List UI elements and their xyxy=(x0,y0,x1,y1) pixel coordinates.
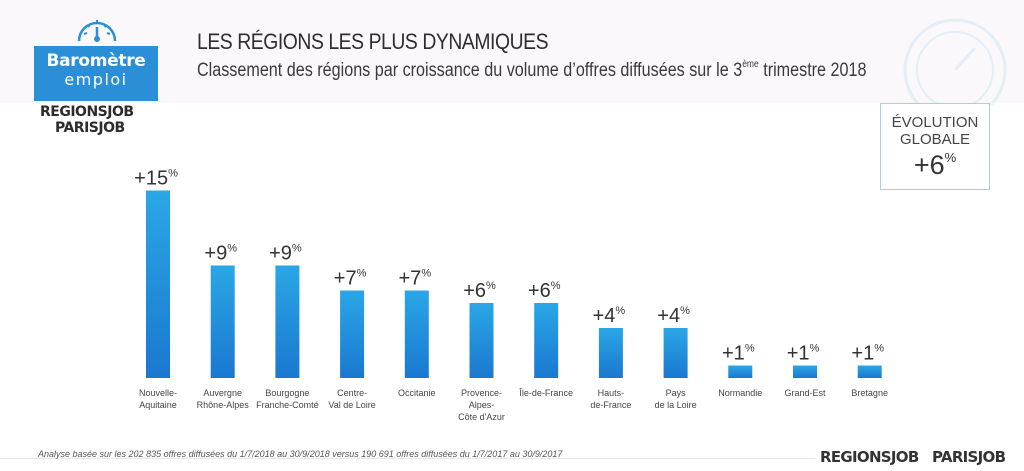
bar xyxy=(404,290,429,378)
category-label: Nouvelle-Aquitaine xyxy=(139,388,177,410)
category-label: Île-de-France xyxy=(518,388,573,398)
footer-divider xyxy=(0,458,815,459)
bar xyxy=(469,303,494,378)
bar xyxy=(728,365,753,378)
category-label: Auvergne Rhône-Alpes xyxy=(197,388,250,410)
category-label: Centre-Val de Loire xyxy=(328,388,375,410)
background-gauge-icon xyxy=(903,18,1007,105)
data-label: +7% xyxy=(334,268,367,290)
bar xyxy=(663,328,688,378)
category-label: Provence-Alpes-Côte d'Azur xyxy=(458,388,505,422)
bar xyxy=(340,290,365,378)
bar xyxy=(598,328,623,378)
logo-title: Baromètre xyxy=(46,51,146,71)
regionsjob-logo: REGIONSJOB xyxy=(40,104,134,120)
bar xyxy=(210,265,235,378)
logo-subtitle: emploi xyxy=(64,70,128,89)
data-label: +1% xyxy=(722,343,755,365)
bar-chart: +15% Nouvelle-Aquitaine +9% Auvergne Rhône-A… xyxy=(134,168,888,423)
data-label: +6% xyxy=(528,280,561,302)
bar xyxy=(534,303,559,378)
data-label: +9% xyxy=(269,243,302,265)
global-evolution-label-1: ÉVOLUTION xyxy=(891,114,979,131)
data-label: +6% xyxy=(463,280,496,302)
category-label: Hauts-de-France xyxy=(590,388,631,410)
data-label: +4% xyxy=(657,305,690,327)
data-label: +4% xyxy=(593,305,626,327)
global-evolution-box: ÉVOLUTION GLOBALE +6% xyxy=(880,103,990,190)
gauge-icon xyxy=(77,20,117,42)
bar xyxy=(793,365,817,378)
bar xyxy=(857,365,882,378)
chart-title: LES RÉGIONS LES PLUS DYNAMIQUES xyxy=(197,29,549,54)
category-label: Bretagne xyxy=(851,388,888,398)
global-evolution-label-2: GLOBALE xyxy=(899,131,971,148)
category-label: Normandie xyxy=(718,388,762,398)
data-label: +1% xyxy=(787,343,820,365)
bar xyxy=(275,265,300,378)
data-label: +9% xyxy=(204,243,237,265)
bar xyxy=(146,190,170,378)
footer-regionsjob-logo: REGIONSJOB xyxy=(820,448,919,466)
global-evolution-value: +6% xyxy=(913,150,957,180)
category-label: Grand-Est xyxy=(784,388,826,398)
data-label: +7% xyxy=(399,268,432,290)
chart-subtitle: Classement des régions par croissance du… xyxy=(197,59,867,81)
header-band xyxy=(0,0,1024,103)
category-label: Bourgogne Franche-Comté xyxy=(256,388,319,410)
footer-parisjob-logo: PARISJOB xyxy=(932,448,1006,466)
data-label: +1% xyxy=(851,343,884,365)
data-label: +15% xyxy=(134,168,178,190)
parisjob-logo: PARISJOB xyxy=(55,120,125,136)
category-label: Pays de la Loire xyxy=(655,388,697,410)
barometre-logo: Baromètre emploi xyxy=(34,46,158,101)
category-label: Occitanie xyxy=(398,388,436,398)
footnote: Analyse basée sur les 202 835 offres dif… xyxy=(38,449,563,459)
